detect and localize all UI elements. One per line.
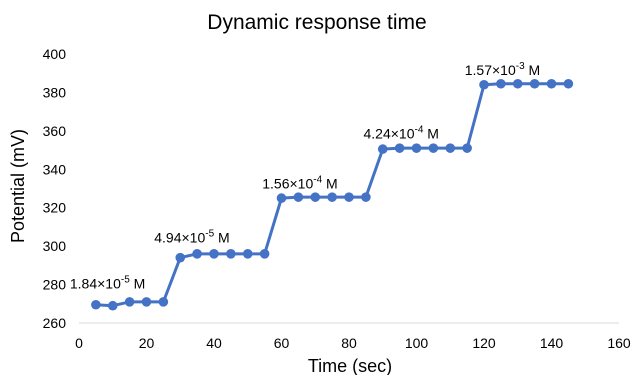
x-tick-label: 80	[341, 335, 357, 351]
data-point	[496, 78, 506, 89]
data-point	[175, 252, 186, 263]
data-point	[107, 300, 118, 311]
x-tick-label: 60	[274, 335, 290, 351]
y-tick-label: 300	[43, 238, 67, 254]
y-tick-label: 340	[43, 161, 67, 177]
data-point	[209, 249, 219, 259]
data-point	[226, 249, 236, 259]
data-point	[411, 143, 422, 153]
chart-title: Dynamic response time	[207, 11, 426, 34]
concentration-label: 1.57×10-3 M	[465, 61, 540, 78]
y-tick-label: 400	[43, 46, 67, 62]
annotation-layer: 1.84×10-5 M 4.94×10-5 M 1.56×10-4 M 4.24×10…	[70, 61, 540, 291]
x-tick-label: 100	[405, 335, 429, 351]
data-point	[124, 297, 135, 307]
y-tick-label: 280	[43, 277, 67, 293]
y-tick-label: 260	[43, 315, 67, 331]
y-axis-title: Potential (mV)	[8, 129, 28, 243]
data-point	[512, 78, 523, 89]
x-axis-title: Time (sec)	[308, 356, 392, 375]
series-layer	[91, 78, 574, 311]
data-point	[158, 297, 169, 307]
x-tick-label: 0	[75, 335, 83, 351]
data-point	[361, 192, 371, 202]
data-point	[327, 192, 337, 202]
y-tick-label: 360	[43, 123, 67, 139]
x-tick-label: 20	[139, 335, 155, 351]
data-point	[445, 143, 456, 153]
data-point	[310, 192, 321, 202]
data-point	[529, 78, 540, 89]
concentration-label: 4.24×10-4 M	[364, 125, 439, 142]
data-point	[293, 192, 304, 202]
x-tick-labels: 0 20 40 60 80 100 120 140 160	[75, 335, 631, 351]
data-point	[462, 143, 472, 153]
x-tick-label: 160	[607, 335, 631, 351]
data-point	[91, 299, 101, 310]
data-point	[259, 249, 270, 259]
x-tick-label: 120	[472, 335, 496, 351]
data-point	[141, 297, 152, 307]
x-tick-label: 40	[206, 335, 222, 351]
data-point	[479, 79, 489, 90]
data-point	[546, 78, 557, 89]
data-point	[344, 192, 354, 202]
data-point	[563, 78, 574, 89]
x-tick-label: 140	[540, 335, 564, 351]
data-point	[394, 143, 405, 153]
concentration-label: 1.84×10-5 M	[70, 274, 145, 291]
data-point	[276, 193, 287, 203]
data-point	[192, 249, 202, 259]
y-tick-label: 320	[43, 200, 67, 216]
concentration-label: 4.94×10-5 M	[154, 228, 229, 245]
data-point	[377, 144, 388, 154]
concentration-label: 1.56×10-4 M	[262, 175, 337, 192]
data-point	[242, 249, 253, 259]
y-tick-label: 380	[43, 84, 67, 100]
data-point	[428, 143, 439, 153]
y-tick-labels: 260 280 300 320 340 360 380 400	[43, 46, 67, 331]
